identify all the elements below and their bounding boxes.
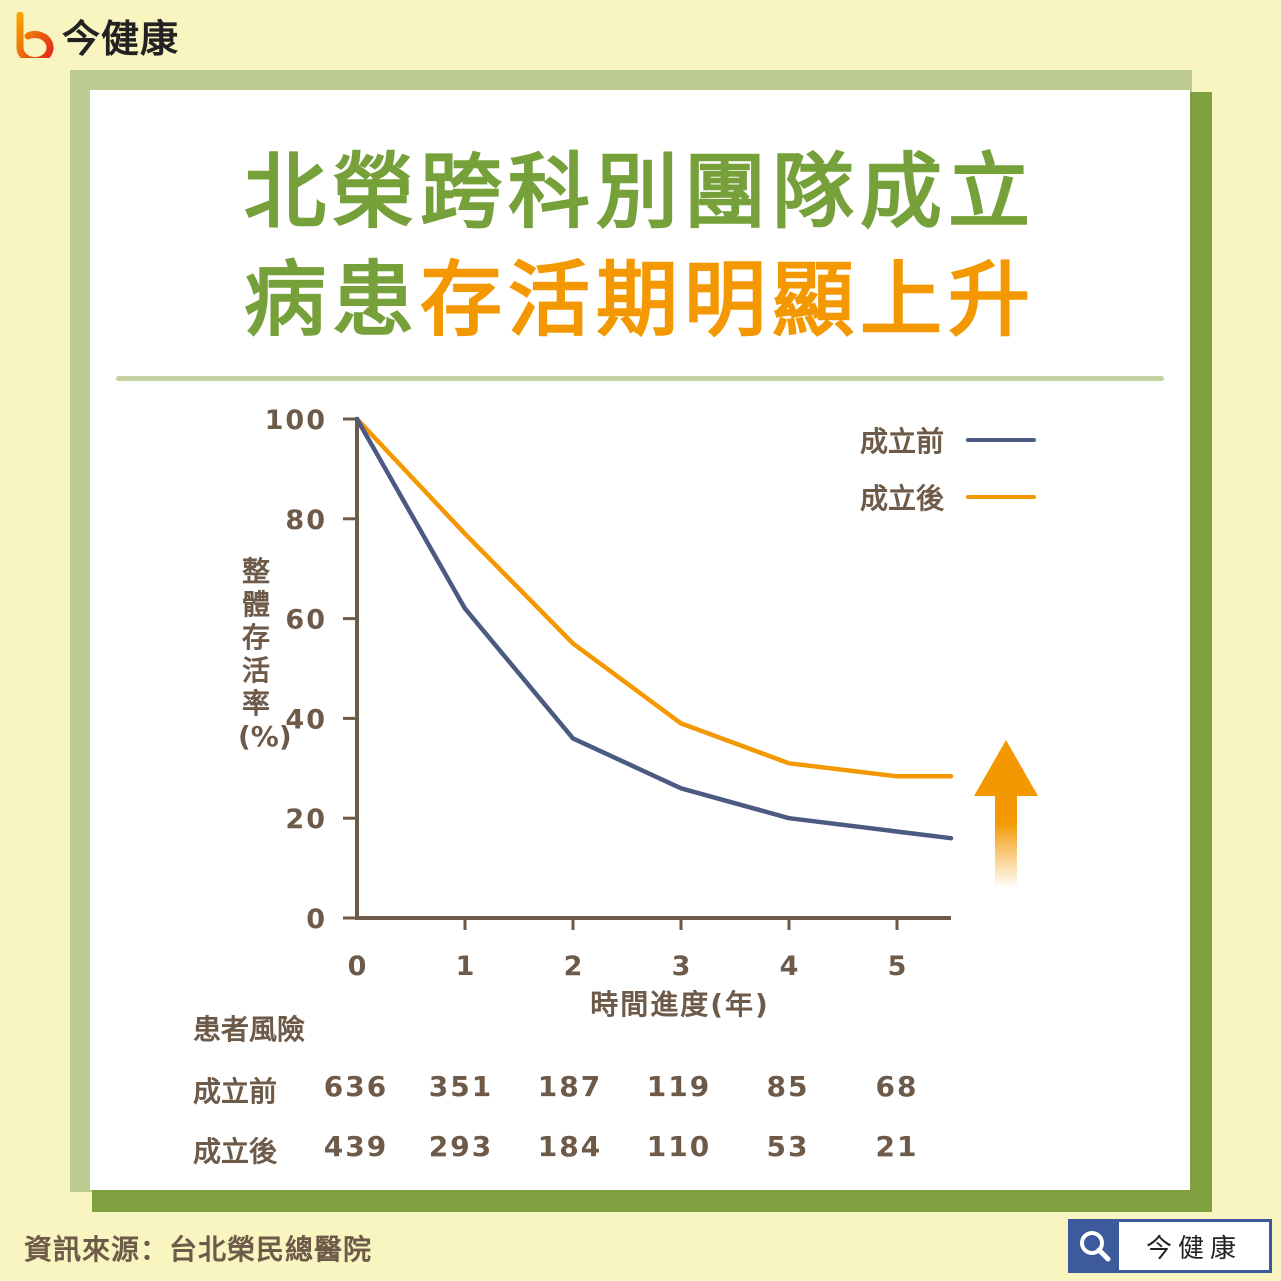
content-card: 北榮跨科別團隊成立 病患存活期明顯上升 0 20 40 60 80 100 0 1 2 3 4 5 時間… [90, 90, 1190, 1190]
x-tick-label: 5 [888, 951, 907, 982]
search-badge[interactable]: 今健康 [1068, 1219, 1272, 1273]
series-line [354, 416, 954, 841]
risk-table-title: 患者風險 [193, 1013, 306, 1046]
x-tick-label: 3 [672, 951, 691, 982]
risk-cell: 119 [646, 1070, 712, 1103]
search-icon [1071, 1222, 1119, 1270]
risk-cell: 187 [537, 1070, 603, 1103]
y-axis-label: 整體存活率(%) [238, 555, 292, 753]
y-tick-label: 20 [285, 804, 327, 835]
brand-logo: 今健康 [14, 10, 180, 61]
risk-row-label-before: 成立前 [193, 1075, 278, 1108]
x-tick-label: 2 [564, 951, 583, 982]
brand-logo-text: 今健康 [62, 16, 180, 61]
title-line-2-green: 病患 [243, 253, 420, 348]
risk-cell: 110 [646, 1130, 712, 1163]
risk-cell: 439 [323, 1130, 389, 1163]
search-badge-label: 今健康 [1145, 1233, 1242, 1264]
x-tick-label: 4 [780, 951, 799, 982]
title-divider [116, 376, 1164, 381]
risk-cell: 21 [875, 1130, 919, 1163]
x-tick-label: 1 [456, 951, 475, 982]
source-credit: 資訊來源：台北榮民總醫院 [24, 1233, 373, 1266]
legend-item-before: 成立前 [860, 420, 1037, 460]
risk-cell: 293 [428, 1130, 494, 1163]
title-line-1: 北榮跨科別團隊成立 [243, 145, 1036, 240]
legend-label-after: 成立後 [860, 482, 945, 515]
risk-row-label-after: 成立後 [193, 1135, 278, 1168]
x-axis-label: 時間進度(年) [590, 988, 770, 1021]
y-tick-label: 80 [285, 505, 327, 536]
brand-logo-icon [16, 12, 54, 58]
legend-swatch-after [966, 495, 1037, 499]
legend-item-after: 成立後 [860, 477, 1037, 517]
risk-cell: 85 [766, 1070, 810, 1103]
legend-swatch-before [966, 438, 1037, 442]
title-line-2: 病患存活期明顯上升 [90, 260, 1190, 342]
risk-cell: 184 [537, 1130, 603, 1163]
series-line [354, 416, 954, 779]
risk-cell: 351 [428, 1070, 494, 1103]
survival-chart: 0 20 40 60 80 100 0 1 2 3 4 5 時間進度(年) [265, 405, 1038, 1021]
y-tick-label: 0 [306, 904, 327, 935]
up-arrow-icon [974, 740, 1038, 888]
legend-label-before: 成立前 [860, 425, 945, 458]
risk-cell: 53 [766, 1130, 810, 1163]
title-line-2-orange: 存活期明顯上升 [420, 253, 1037, 348]
risk-cell: 68 [875, 1070, 919, 1103]
risk-cell: 636 [323, 1070, 389, 1103]
y-tick-label: 60 [285, 605, 327, 636]
y-tick-label: 40 [285, 704, 327, 735]
y-tick-label: 100 [265, 405, 327, 436]
x-tick-label: 0 [348, 951, 367, 982]
